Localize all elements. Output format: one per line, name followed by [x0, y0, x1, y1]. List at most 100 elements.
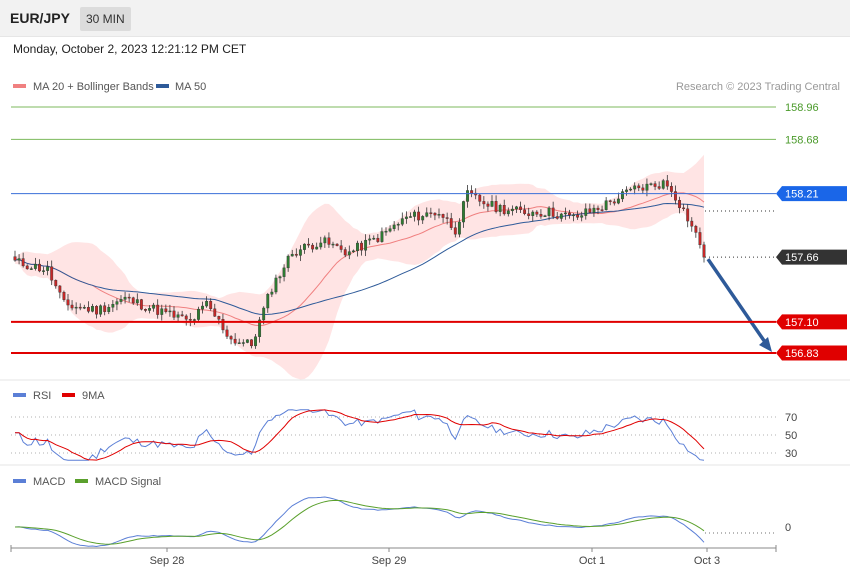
- candle: [91, 303, 94, 313]
- candle: [139, 298, 143, 311]
- ma50-line: [14, 202, 705, 316]
- candle: [657, 181, 661, 190]
- candle: [66, 293, 70, 311]
- ma20-legend-label: MA 20 + Bollinger Bands: [33, 81, 154, 93]
- candle: [205, 296, 209, 308]
- candle: [180, 310, 184, 317]
- candle: [531, 210, 535, 222]
- candle: [294, 248, 298, 258]
- candle: [17, 254, 21, 265]
- candle: [217, 315, 221, 325]
- candle: [551, 201, 555, 220]
- candle: [523, 204, 527, 216]
- x-tick-label: Sep 29: [372, 555, 407, 567]
- main-legend: MA 20 + Bollinger Bands MA 50: [13, 81, 206, 93]
- candle: [237, 338, 241, 344]
- candle: [209, 298, 213, 311]
- candle: [441, 213, 445, 223]
- candle: [347, 245, 351, 260]
- candle: [13, 250, 17, 262]
- candle: [131, 296, 135, 305]
- candle: [466, 184, 469, 208]
- candle: [616, 192, 620, 205]
- candle: [376, 234, 380, 244]
- candle: [172, 306, 176, 321]
- rsi-ma-line: [15, 409, 705, 461]
- candle: [319, 236, 323, 250]
- candle: [539, 209, 543, 219]
- candle: [690, 217, 694, 232]
- candle: [62, 290, 66, 302]
- candle: [282, 264, 286, 282]
- candle: [519, 201, 522, 214]
- ma20-legend-swatch: [13, 84, 26, 88]
- candle: [221, 313, 225, 334]
- candle: [563, 207, 567, 220]
- rsi-ma-legend-swatch: [62, 393, 75, 397]
- candle: [649, 182, 653, 186]
- candle: [103, 302, 107, 316]
- candle: [682, 203, 686, 212]
- candle: [527, 207, 531, 220]
- candle: [315, 242, 319, 250]
- candle: [510, 205, 514, 216]
- candle: [482, 196, 486, 209]
- candle: [360, 240, 363, 256]
- x-tick-label: Oct 3: [694, 555, 720, 567]
- candle: [421, 215, 425, 224]
- candle: [95, 305, 98, 319]
- candle: [543, 214, 547, 218]
- candle: [176, 311, 180, 322]
- candle: [148, 305, 151, 314]
- candle: [698, 227, 702, 249]
- macd-signal-line: [15, 499, 705, 545]
- level-label: 158.21: [785, 189, 819, 201]
- level-label: 156.83: [785, 348, 819, 360]
- candle: [339, 240, 343, 253]
- candle: [278, 275, 282, 284]
- candle: [429, 207, 433, 218]
- candle: [298, 245, 302, 262]
- candle: [409, 212, 412, 218]
- rsi-level-label: 70: [785, 412, 797, 424]
- rsi-legend: RSI 9MA: [13, 390, 105, 402]
- candle: [400, 212, 404, 227]
- candle: [307, 238, 310, 248]
- candle: [303, 243, 306, 254]
- candle: [270, 288, 274, 298]
- candle: [331, 241, 335, 249]
- candle: [604, 197, 608, 211]
- level-158-68: 158.68: [11, 134, 819, 146]
- ma50-legend-swatch: [156, 84, 169, 88]
- candle: [111, 300, 115, 312]
- candle: [99, 304, 103, 317]
- candle: [555, 211, 559, 220]
- candle: [225, 325, 229, 340]
- level-156-83: 156.83: [11, 345, 847, 361]
- chart-header: EUR/JPY 30 MIN: [0, 0, 850, 37]
- candle: [535, 210, 539, 218]
- candle: [323, 235, 327, 248]
- candle: [241, 339, 245, 347]
- candle: [266, 292, 270, 313]
- candle: [54, 279, 58, 289]
- candle: [637, 183, 641, 192]
- level-158-96: 158.96: [11, 102, 819, 114]
- timeframe-badge[interactable]: 30 MIN: [80, 7, 131, 31]
- candle: [115, 298, 119, 311]
- candle: [29, 266, 33, 270]
- candle: [233, 333, 237, 346]
- rsi-plot-area: 70 50 30: [11, 409, 797, 461]
- level-157-66: 157.66: [705, 249, 847, 265]
- candle: [392, 221, 396, 232]
- level-158-21: 158.21: [11, 186, 847, 202]
- candle: [661, 178, 665, 190]
- candle: [21, 252, 25, 268]
- candle: [274, 274, 278, 295]
- candle: [388, 225, 392, 233]
- candle: [380, 227, 384, 243]
- candle: [506, 207, 510, 217]
- candle: [127, 293, 131, 303]
- candle: [502, 199, 506, 216]
